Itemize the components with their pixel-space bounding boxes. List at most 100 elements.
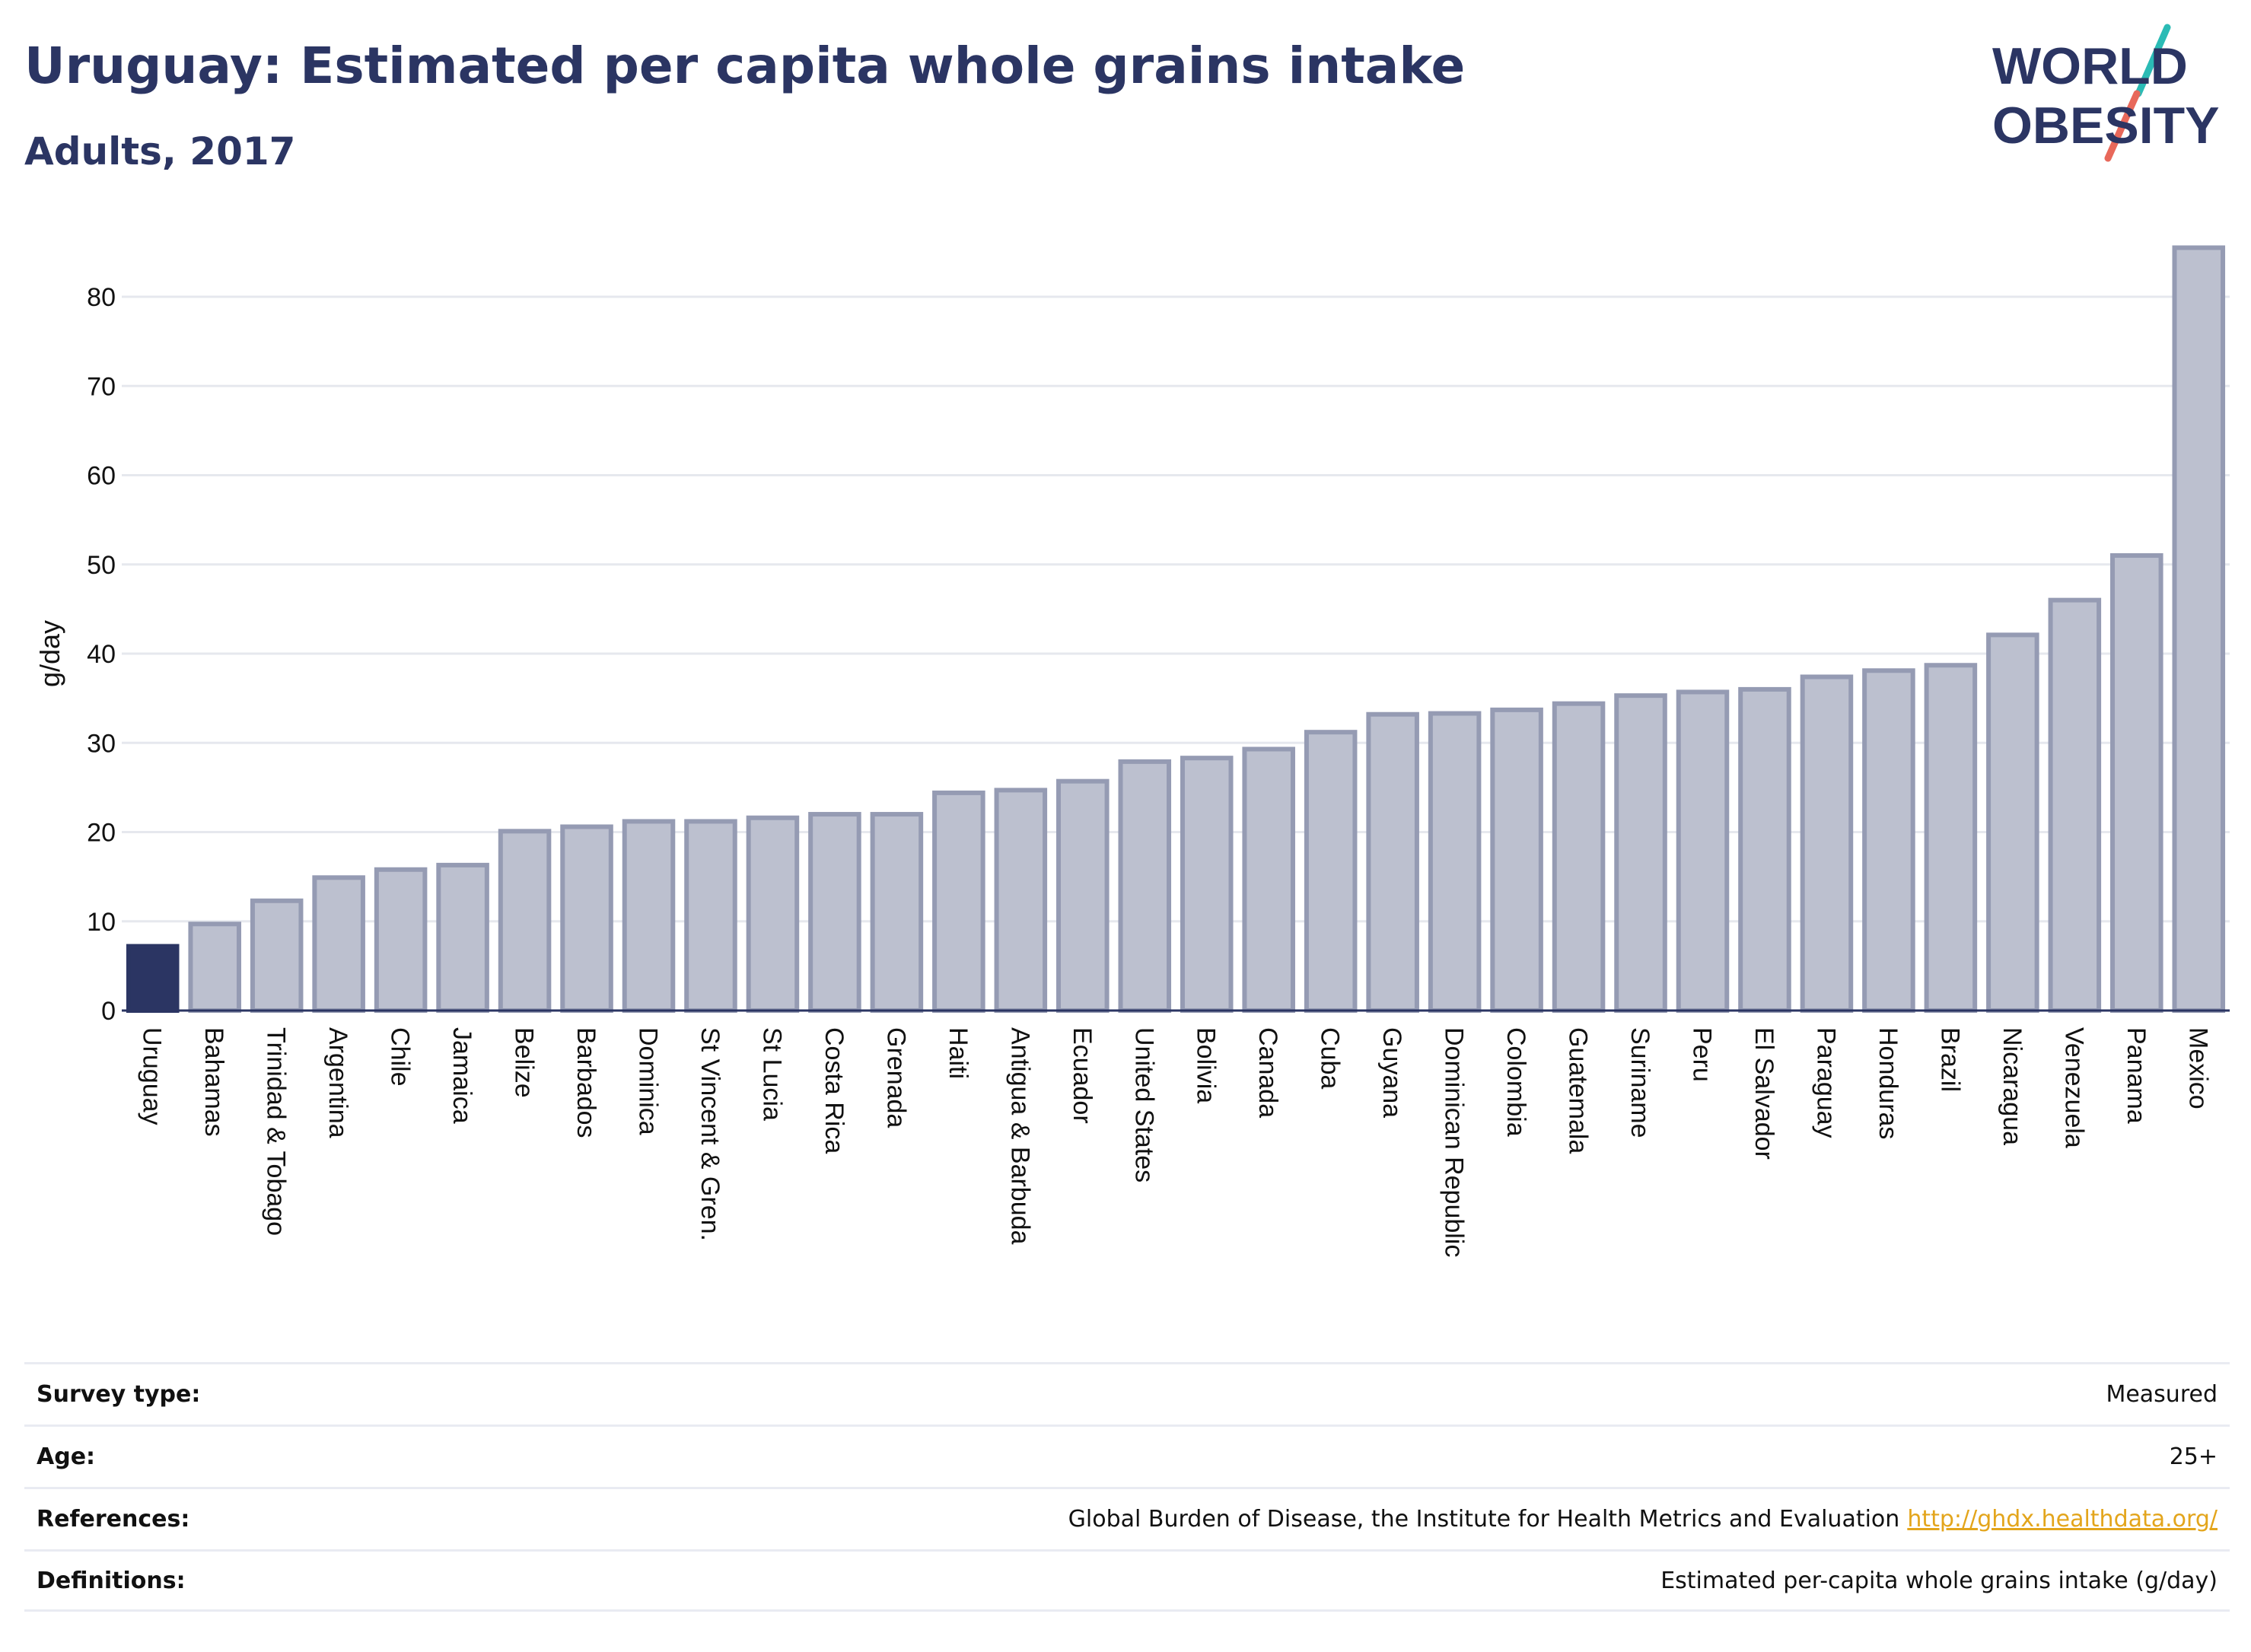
x-tick-label: Dominican Republic xyxy=(1440,1027,1469,1257)
info-label: References: xyxy=(37,1506,190,1533)
x-tick-label: Nicaragua xyxy=(1998,1027,2027,1145)
y-tick-label: 20 xyxy=(87,819,116,848)
x-tick-label: Grenada xyxy=(881,1027,910,1128)
y-tick-label: 40 xyxy=(87,640,116,669)
x-tick-label: Costa Rica xyxy=(820,1027,849,1154)
info-row-references: References: Global Burden of Disease, th… xyxy=(24,1487,2230,1549)
info-label: Definitions: xyxy=(37,1567,186,1594)
info-row-definitions: Definitions: Estimated per-capita whole … xyxy=(24,1549,2230,1612)
bar-costa-rica xyxy=(808,812,861,1014)
bar-paraguay xyxy=(1800,674,1854,1013)
x-tick-label: Bolivia xyxy=(1192,1027,1221,1103)
bar-guatemala xyxy=(1552,701,1606,1013)
y-tick-label: 70 xyxy=(87,372,116,401)
bar-guyana xyxy=(1366,711,1419,1013)
x-tick-label: Peru xyxy=(1688,1027,1717,1082)
x-tick-label: Jamaica xyxy=(447,1027,476,1124)
bar-st-vincent-gren- xyxy=(684,819,737,1014)
info-table: Survey type: Measured Age: 25+ Reference… xyxy=(24,1362,2230,1612)
logo-line2: OBESITY xyxy=(1992,97,2220,154)
x-tick-label: Antigua & Barbuda xyxy=(1005,1027,1034,1245)
y-tick-label: 10 xyxy=(87,908,116,937)
bar-chile xyxy=(374,867,428,1013)
x-tick-label: Cuba xyxy=(1316,1027,1345,1089)
world-obesity-logo: WORLD OBESITY xyxy=(1992,24,2220,162)
info-row-survey-type: Survey type: Measured xyxy=(24,1362,2230,1424)
bar-trinidad-tobago xyxy=(250,898,304,1013)
y-tick-label: 30 xyxy=(87,729,116,758)
x-tick-label: Paraguay xyxy=(1811,1027,1840,1138)
bar-united-states xyxy=(1118,759,1172,1013)
reference-link[interactable]: http://ghdx.healthdata.org/ xyxy=(1907,1506,2218,1533)
x-tick-label: Suriname xyxy=(1625,1027,1654,1138)
bar-panama xyxy=(2110,553,2163,1013)
info-value: 25+ xyxy=(2169,1444,2218,1470)
bar-brazil xyxy=(1924,663,1978,1013)
x-tick-label: Haiti xyxy=(944,1027,973,1079)
bar-colombia xyxy=(1490,707,1543,1013)
x-tick-label: Venezuela xyxy=(2059,1027,2088,1148)
bar-uruguay xyxy=(126,944,180,1013)
bar-st-lucia xyxy=(746,815,800,1013)
info-label: Survey type: xyxy=(37,1381,201,1408)
x-tick-label: Colombia xyxy=(1501,1027,1530,1137)
bar-bolivia xyxy=(1180,756,1234,1013)
x-tick-label: Mexico xyxy=(2183,1027,2212,1109)
x-tick-label: Canada xyxy=(1253,1027,1282,1118)
logo-teal-stroke xyxy=(2135,24,2171,97)
x-tick-label: United States xyxy=(1129,1027,1158,1183)
x-tick-label: Guatemala xyxy=(1564,1027,1593,1154)
bar-grenada xyxy=(870,812,924,1014)
bar-jamaica xyxy=(436,862,489,1013)
bar-honduras xyxy=(1862,668,1915,1014)
x-tick-label: Barbados xyxy=(572,1027,600,1138)
bar-argentina xyxy=(312,875,365,1013)
x-tick-label: Chile xyxy=(386,1027,415,1086)
bar-dominica xyxy=(622,819,676,1014)
y-tick-label: 0 xyxy=(101,997,116,1026)
bar-peru xyxy=(1676,689,1730,1013)
bar-ecuador xyxy=(1056,778,1110,1013)
bar-el-salvador xyxy=(1738,686,1791,1014)
x-tick-label: Bahamas xyxy=(199,1027,228,1137)
bar-belize xyxy=(498,829,552,1014)
x-tick-label: St Vincent & Gren. xyxy=(696,1027,724,1241)
logo-coral-stroke xyxy=(2104,90,2141,162)
bar-venezuela xyxy=(2048,597,2102,1013)
bar-mexico xyxy=(2172,245,2226,1013)
info-value: Estimated per-capita whole grains intake… xyxy=(1660,1567,2218,1594)
info-row-age: Age: 25+ xyxy=(24,1424,2230,1487)
x-tick-label: Argentina xyxy=(323,1027,352,1138)
info-value: Global Burden of Disease, the Institute … xyxy=(1068,1506,1900,1533)
page-subtitle: Adults, 2017 xyxy=(24,129,296,173)
info-value-wrapper: Global Burden of Disease, the Institute … xyxy=(1068,1506,2218,1533)
y-tick-label: 50 xyxy=(87,551,116,580)
bar-cuba xyxy=(1304,730,1358,1013)
x-tick-label: Panama xyxy=(2122,1027,2151,1124)
bars xyxy=(126,245,2226,1014)
x-tick-label: Honduras xyxy=(1874,1027,1902,1139)
x-tick-label: Trinidad & Tobago xyxy=(262,1027,291,1236)
bar-suriname xyxy=(1614,693,1667,1013)
x-tick-label: Guyana xyxy=(1377,1027,1406,1118)
x-tick-label: St Lucia xyxy=(757,1027,786,1121)
y-tick-label: 80 xyxy=(87,283,116,312)
x-tick-label: Dominica xyxy=(634,1027,663,1135)
x-tick-label: Brazil xyxy=(1935,1027,1964,1092)
x-tick-label: El Salvador xyxy=(1750,1027,1778,1160)
x-tick-label: Uruguay xyxy=(138,1027,167,1125)
info-value: Measured xyxy=(2106,1381,2218,1408)
bar-canada xyxy=(1242,746,1295,1014)
x-tick-label: Belize xyxy=(510,1027,539,1098)
x-tick-label: Ecuador xyxy=(1068,1027,1097,1124)
bar-chart: 0 10 20 30 40 50 60 70 80 Uruguay Bahamas Trinidad… xyxy=(34,245,2230,1257)
bar-barbados xyxy=(560,824,613,1013)
y-axis-label: g/day xyxy=(34,620,65,687)
info-label: Age: xyxy=(37,1444,96,1470)
bar-dominican-republic xyxy=(1428,711,1482,1013)
bar-antigua-barbuda xyxy=(994,788,1048,1013)
y-tick-label: 60 xyxy=(87,462,116,491)
x-tick-labels: Uruguay Bahamas Trinidad & Tobago Argentina… xyxy=(138,1027,2213,1257)
page-title: Uruguay: Estimated per capita whole grai… xyxy=(24,37,1466,95)
bar-nicaragua xyxy=(1986,632,2039,1013)
